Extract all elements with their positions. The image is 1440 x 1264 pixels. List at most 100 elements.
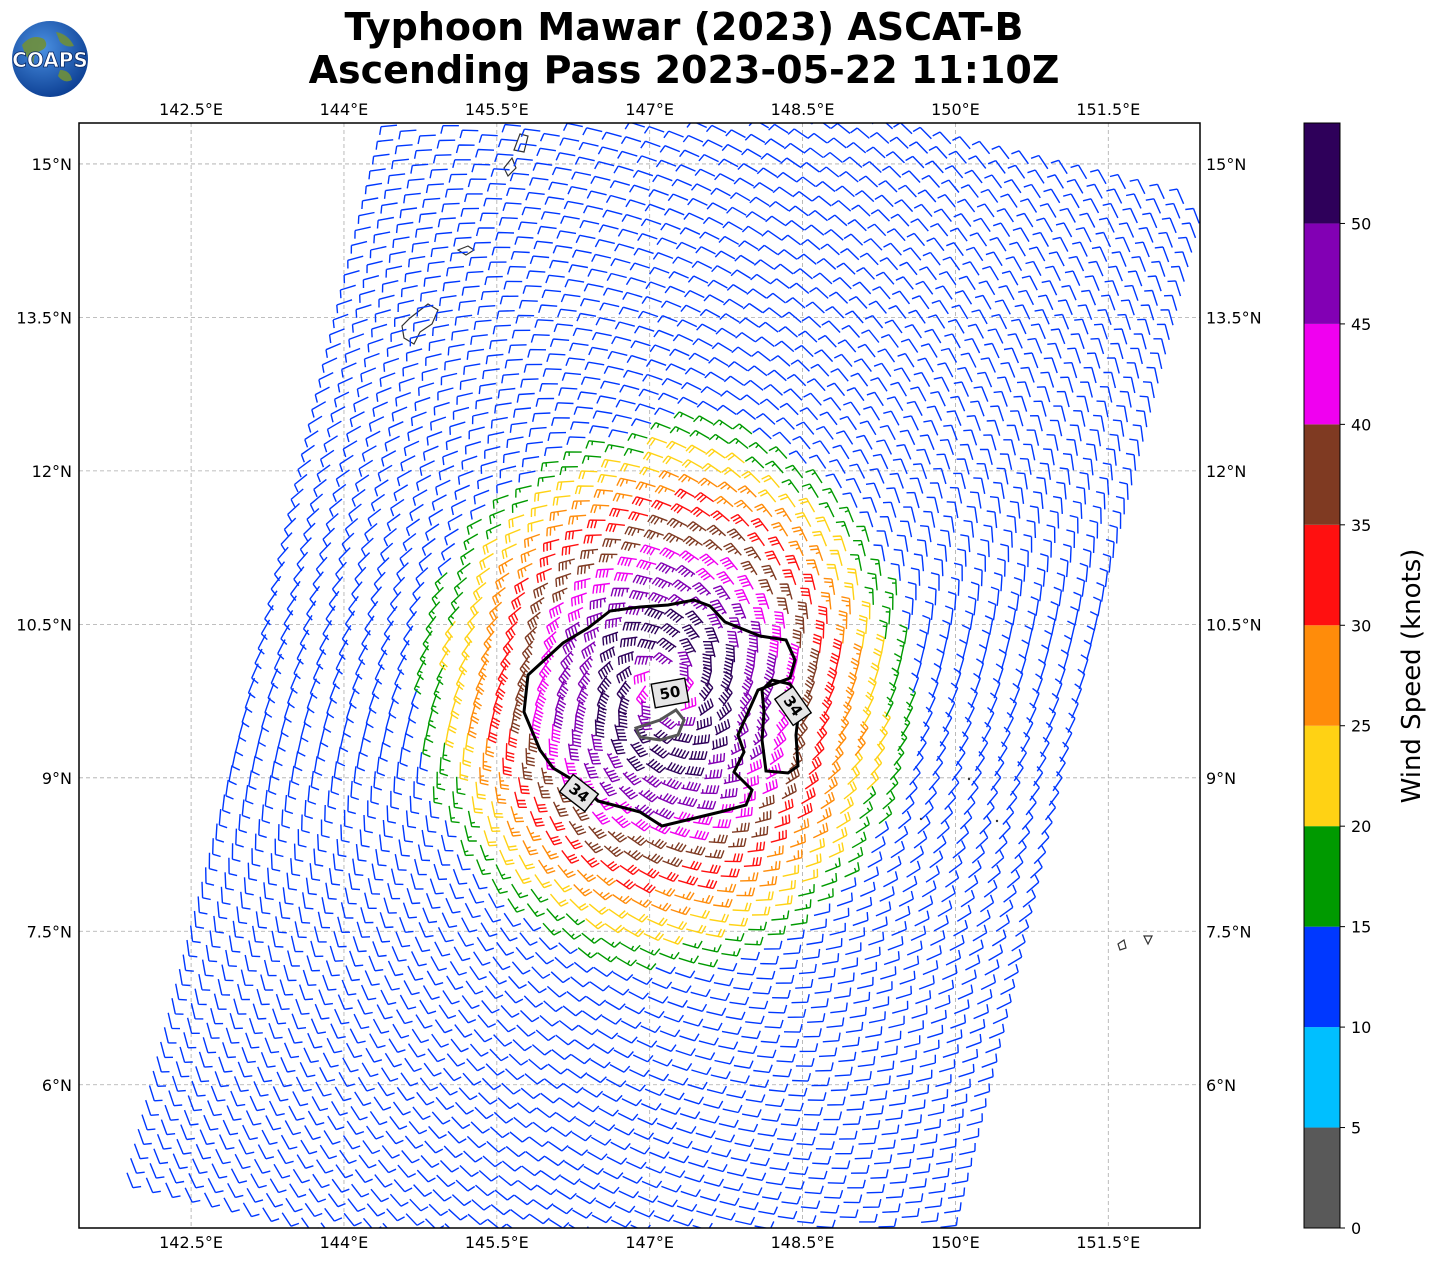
wind-barb bbox=[862, 1198, 882, 1208]
wind-barb bbox=[865, 1105, 884, 1116]
wind-barb bbox=[454, 484, 470, 500]
wind-barb bbox=[383, 897, 397, 914]
wind-barb bbox=[369, 1111, 388, 1126]
wind-barb bbox=[883, 242, 902, 256]
wind-barb bbox=[669, 425, 691, 435]
wind-barb bbox=[252, 925, 264, 943]
wind-barb bbox=[701, 462, 722, 474]
wind-barb bbox=[501, 543, 517, 560]
wind-barb bbox=[461, 995, 480, 1010]
wind-barb bbox=[561, 849, 580, 864]
wind-barb bbox=[268, 1022, 283, 1039]
wind-barb bbox=[666, 921, 688, 931]
wind-barb bbox=[890, 562, 901, 581]
wind-barb bbox=[432, 786, 443, 805]
wind-barb bbox=[353, 396, 369, 413]
wind-barb bbox=[210, 1085, 226, 1102]
wind-barb bbox=[372, 1018, 390, 1034]
wind-barb bbox=[768, 123, 789, 134]
wind-barb bbox=[221, 794, 231, 814]
wind-barb bbox=[815, 516, 831, 532]
wind-barb bbox=[521, 762, 533, 781]
wind-barb bbox=[405, 518, 421, 537]
wind-barb bbox=[892, 458, 908, 475]
wind-barb bbox=[888, 1015, 905, 1029]
wind-barb bbox=[529, 811, 545, 827]
wind-barb bbox=[1049, 510, 1060, 529]
wind-barb bbox=[362, 275, 380, 289]
wind-barb bbox=[1013, 761, 1024, 782]
wind-barb bbox=[532, 1121, 553, 1133]
wind-barb bbox=[1070, 333, 1085, 350]
wind-barb bbox=[456, 392, 473, 405]
wind-barb bbox=[389, 1193, 409, 1207]
wind-barb bbox=[657, 1199, 678, 1208]
wind-barb bbox=[666, 517, 688, 529]
wind-barb bbox=[888, 681, 897, 703]
wind-barb bbox=[723, 375, 745, 386]
wind-barb bbox=[947, 591, 957, 611]
wind-barb bbox=[843, 233, 864, 246]
wind-barb bbox=[1091, 246, 1108, 262]
wind-barb bbox=[672, 333, 694, 342]
wind-barb bbox=[944, 333, 961, 349]
wind-barb bbox=[294, 921, 307, 939]
wind-barb bbox=[636, 559, 657, 571]
wind-barb bbox=[967, 595, 977, 616]
wind-barb bbox=[859, 252, 879, 266]
wind-barb bbox=[608, 429, 629, 438]
wind-barb bbox=[684, 289, 705, 299]
wind-barb bbox=[374, 479, 389, 497]
wind-barb bbox=[398, 377, 415, 392]
wind-barb bbox=[564, 757, 577, 775]
wind-barb bbox=[682, 535, 703, 547]
wind-barb bbox=[460, 547, 475, 566]
wind-barb bbox=[283, 702, 292, 723]
wind-barb bbox=[649, 266, 670, 275]
wind-barb bbox=[964, 169, 983, 184]
wind-barb bbox=[831, 200, 852, 212]
wind-barb bbox=[1140, 304, 1155, 321]
wind-barb bbox=[521, 456, 540, 468]
wind-barb bbox=[768, 201, 790, 212]
wind-barb bbox=[831, 746, 844, 766]
wind-barb bbox=[633, 247, 654, 256]
wind-barb bbox=[406, 178, 425, 189]
wind-barb bbox=[1118, 222, 1135, 238]
wind-barb bbox=[827, 667, 838, 688]
wind-barb bbox=[1119, 390, 1132, 408]
wind-barb bbox=[781, 478, 800, 494]
wind-barb bbox=[361, 1062, 379, 1078]
wind-barb bbox=[581, 455, 602, 464]
wind-barb bbox=[998, 820, 1011, 840]
wind-barb bbox=[345, 702, 354, 724]
wind-barb bbox=[1004, 619, 1014, 641]
wind-barb bbox=[969, 491, 982, 509]
wind-barb bbox=[620, 942, 641, 952]
colorbar-tick-label: 40 bbox=[1351, 415, 1371, 434]
wind-barb bbox=[1086, 534, 1095, 554]
wind-barb bbox=[1089, 519, 1099, 539]
wind-barb bbox=[355, 844, 367, 862]
wind-barb bbox=[659, 1029, 681, 1038]
wind-barb bbox=[652, 1136, 674, 1145]
wind-barb bbox=[992, 222, 1011, 237]
wind-barb bbox=[735, 332, 756, 343]
wind-barb bbox=[978, 280, 996, 296]
wind-barb bbox=[367, 600, 379, 621]
wind-barb bbox=[513, 157, 533, 167]
wind-barb bbox=[953, 999, 970, 1015]
wind-barb bbox=[724, 853, 744, 863]
wind-barb bbox=[343, 809, 353, 829]
wind-barb bbox=[527, 519, 544, 533]
wind-barb bbox=[701, 864, 721, 874]
wind-barb bbox=[499, 295, 519, 305]
wind-barb bbox=[853, 358, 872, 373]
wind-barb bbox=[772, 1068, 792, 1078]
wind-barb bbox=[646, 838, 668, 850]
wind-barb bbox=[1057, 299, 1073, 316]
wind-barb bbox=[243, 877, 254, 896]
wind-barb bbox=[897, 1144, 915, 1155]
wind-barb bbox=[533, 582, 549, 599]
wind-barb bbox=[630, 741, 649, 758]
